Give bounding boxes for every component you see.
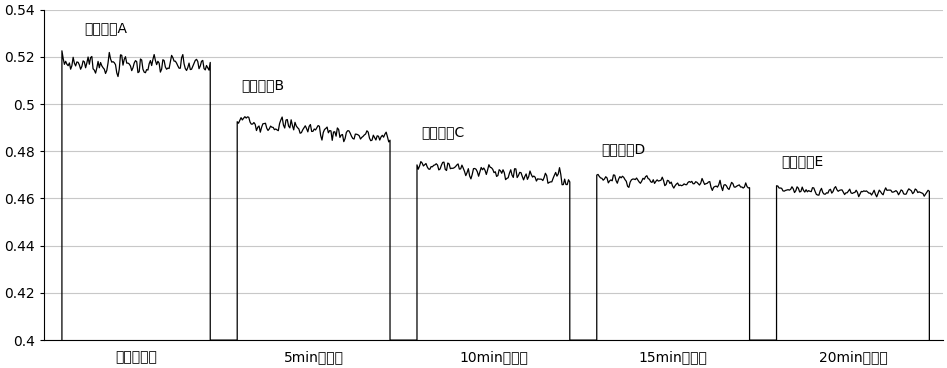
Text: 电流测定A: 电流测定A xyxy=(84,22,128,36)
Text: 电流测定D: 电流测定D xyxy=(601,142,646,156)
Text: 电流测定C: 电流测定C xyxy=(421,125,465,139)
Text: 电流测定B: 电流测定B xyxy=(241,78,285,92)
Text: 电流测定E: 电流测定E xyxy=(781,154,823,168)
